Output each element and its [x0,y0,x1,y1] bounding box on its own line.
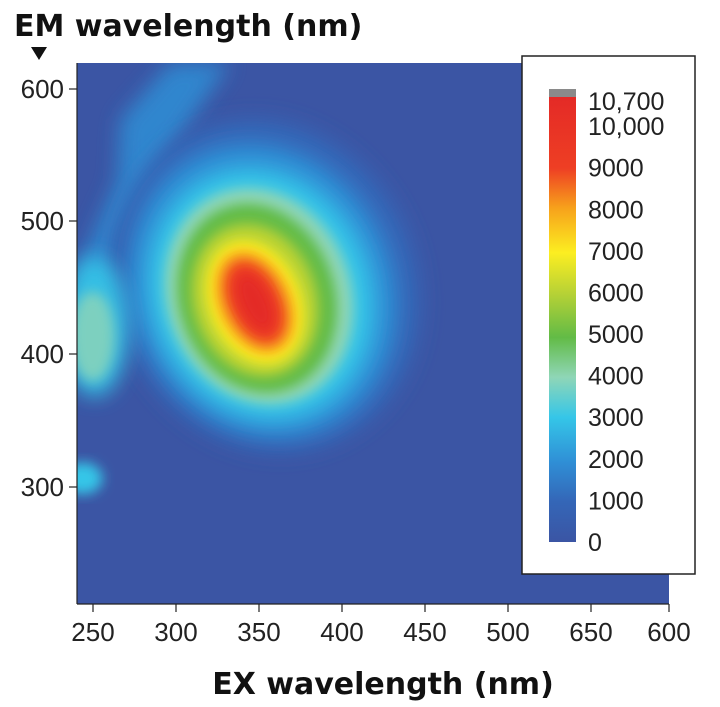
x-tick-label: 450 [403,617,446,647]
contour-level [235,272,275,332]
colorbar-label: 10,000 [588,113,664,141]
x-tick-label: 600 [647,617,690,647]
y-axis-arrow-icon [31,47,47,60]
colorbar-label: 1000 [588,487,644,515]
colorbar-label: 6000 [588,279,644,307]
colorbar-label: 7000 [588,238,644,266]
x-tick-label: 300 [154,617,197,647]
colorbar-label: 0 [588,529,602,557]
colorbar-label: 2000 [588,446,644,474]
x-axis-label: EX wavelength (nm) [212,667,554,702]
x-tick-label: 350 [237,617,280,647]
colorbar-gradient [549,97,576,542]
colorbar-label: 3000 [588,404,644,432]
colorbar-label: 9000 [588,155,644,183]
x-tick-label: 400 [320,617,363,647]
x-tick-label: 250 [71,617,114,647]
colorbar-label: 8000 [588,196,644,224]
y-axis-label: EM wavelength (nm) [14,9,362,44]
y-tick-label: 400 [21,339,64,369]
secondary-ridge-core [77,291,115,382]
colorbar-label: 4000 [588,363,644,391]
y-axis: 600 500 400 300 [21,63,78,604]
colorbar-label: 10,700 [588,88,664,116]
x-tick-label: 500 [486,617,529,647]
colorbar-label: 5000 [588,321,644,349]
minor-spot [77,462,103,495]
x-axis: 250 300 350 400 450 500 650 600 [71,603,691,647]
colorbar-max-cap [549,89,576,98]
x-tick-label: 650 [569,617,612,647]
y-tick-label: 500 [21,206,64,236]
y-tick-label: 300 [21,472,64,502]
y-tick-label: 600 [21,74,64,104]
